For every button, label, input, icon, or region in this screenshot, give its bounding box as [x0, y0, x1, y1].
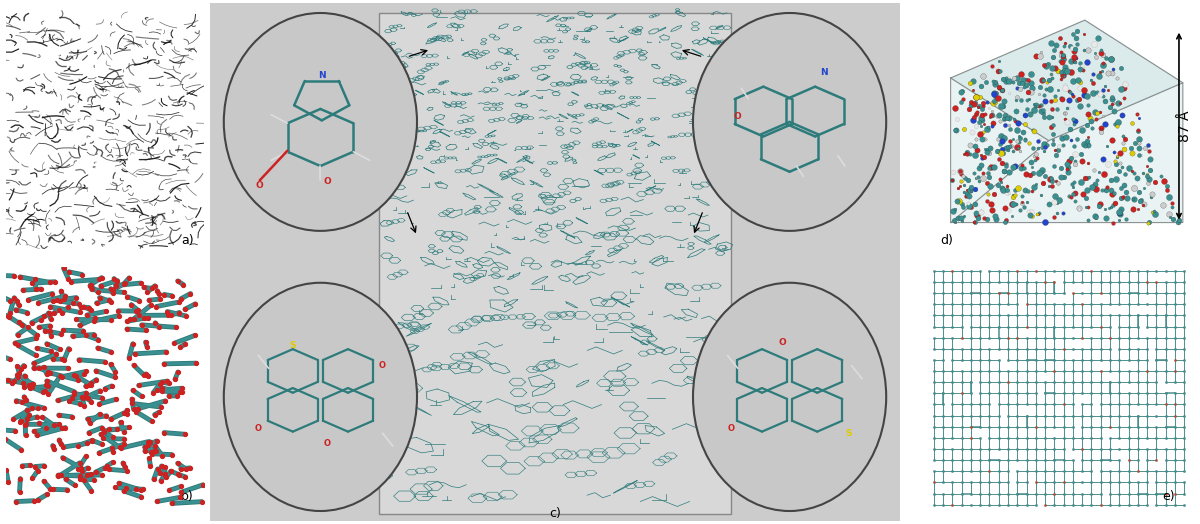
- Text: b): b): [181, 490, 194, 504]
- Text: O: O: [727, 423, 734, 432]
- FancyBboxPatch shape: [379, 13, 731, 514]
- Text: O: O: [254, 423, 262, 432]
- Text: S: S: [845, 429, 852, 438]
- Ellipse shape: [223, 283, 418, 511]
- Polygon shape: [950, 83, 1183, 223]
- Text: 87 Å: 87 Å: [1177, 111, 1192, 142]
- Text: N: N: [318, 71, 325, 80]
- Text: d): d): [941, 234, 953, 247]
- Polygon shape: [950, 78, 1049, 223]
- Text: O: O: [324, 177, 331, 186]
- Text: O: O: [779, 338, 786, 347]
- Text: N: N: [821, 68, 828, 77]
- Text: O: O: [734, 112, 742, 121]
- Ellipse shape: [694, 13, 886, 231]
- Polygon shape: [950, 20, 1183, 140]
- Ellipse shape: [223, 13, 418, 231]
- Text: O: O: [256, 181, 264, 190]
- Text: O: O: [324, 439, 331, 448]
- Text: e): e): [1163, 490, 1175, 504]
- Text: O: O: [379, 361, 386, 370]
- Text: a): a): [181, 234, 194, 247]
- Ellipse shape: [694, 283, 886, 511]
- Text: S: S: [289, 341, 296, 350]
- Text: c): c): [550, 507, 560, 520]
